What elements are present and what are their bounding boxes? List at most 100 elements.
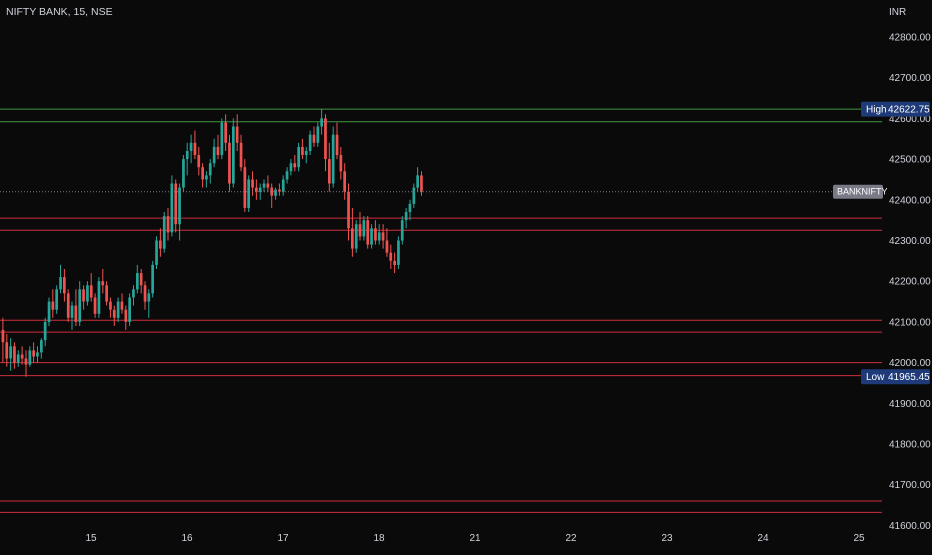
candle — [13, 342, 16, 369]
time-tick-label: 16 — [181, 533, 193, 544]
currency-label: INR — [889, 7, 906, 18]
candle — [151, 260, 154, 298]
candle — [55, 285, 58, 314]
candle-body — [43, 321, 47, 341]
candle — [354, 220, 358, 253]
candle — [178, 183, 181, 241]
candle-body — [285, 171, 289, 180]
candles-layer — [1, 109, 423, 377]
candle-body — [381, 232, 385, 241]
price-tick-label: 42400.00 — [889, 195, 931, 206]
candle — [174, 179, 178, 233]
candle-body — [155, 240, 158, 265]
candle — [220, 118, 224, 160]
price-tick-label: 42500.00 — [889, 155, 931, 166]
candle — [66, 289, 70, 322]
price-tick-label: 41600.00 — [889, 521, 931, 532]
candle — [293, 155, 297, 172]
candle — [366, 216, 370, 249]
candle — [377, 224, 381, 245]
candle — [193, 130, 197, 160]
candle-body — [63, 277, 66, 294]
candle-body — [243, 167, 247, 208]
symbol-title[interactable]: NIFTY BANK, 15, NSE — [6, 6, 113, 18]
candle-body — [105, 285, 108, 302]
candle — [304, 146, 308, 164]
price-tick-label: 41700.00 — [889, 480, 931, 491]
candle-body — [28, 350, 32, 365]
candle — [36, 346, 39, 363]
candle — [289, 159, 293, 176]
candle — [274, 187, 277, 200]
candle-body — [97, 281, 101, 314]
candle — [270, 183, 274, 208]
candle-body — [82, 289, 85, 302]
candle-body — [136, 273, 139, 290]
candle-body — [5, 342, 9, 359]
candle — [182, 155, 185, 192]
candle — [324, 114, 327, 172]
candle-body — [335, 134, 339, 155]
candle-body — [128, 297, 131, 322]
candle — [335, 122, 339, 160]
time-tick-label: 24 — [757, 533, 769, 544]
candle-body — [47, 301, 51, 322]
candle-body — [274, 189, 277, 196]
candle — [285, 167, 289, 184]
candle — [266, 175, 270, 192]
candle — [105, 281, 108, 306]
price-axis[interactable]: 42800.00 42700.00 42600.00 42500.00 42400.00… — [889, 33, 931, 532]
candle-body — [412, 187, 416, 204]
candle — [320, 109, 323, 135]
ticker-badge-label: BANKNIFTY — [837, 187, 888, 197]
candle — [139, 269, 143, 294]
candle-body — [354, 224, 358, 249]
candle-body — [320, 118, 323, 127]
candle-body — [139, 273, 143, 286]
candle — [239, 134, 243, 172]
candle — [101, 269, 105, 294]
candle — [112, 305, 116, 326]
candle-body — [232, 126, 235, 184]
candle-body — [120, 301, 124, 310]
price-tick-label: 42100.00 — [889, 317, 931, 328]
candle-body — [404, 212, 408, 221]
candle — [16, 350, 20, 367]
candle-body — [266, 183, 270, 188]
candle — [297, 142, 300, 172]
time-axis[interactable]: 15 16 17 18 21 22 23 24 25 — [85, 533, 865, 544]
candle — [120, 293, 124, 314]
candle-body — [9, 346, 12, 359]
candle-body — [362, 220, 366, 237]
candle-body — [93, 297, 97, 314]
candle-body — [162, 216, 166, 249]
candle-body — [89, 285, 93, 298]
candle — [43, 317, 47, 347]
candle-body — [185, 151, 189, 160]
candle — [136, 264, 139, 294]
candle — [328, 142, 331, 192]
candle-body — [51, 301, 55, 310]
candle-body — [312, 134, 316, 143]
candle — [308, 130, 312, 155]
candle-body — [170, 183, 174, 233]
candle-body — [228, 142, 231, 184]
candle-body — [304, 151, 308, 156]
candle-body — [55, 289, 58, 310]
candle — [281, 175, 285, 196]
candle-body — [24, 358, 28, 365]
candle — [132, 285, 135, 306]
candle — [74, 289, 78, 326]
time-tick-label: 21 — [469, 533, 481, 544]
high-badge: High 42622.75 — [861, 101, 930, 117]
candle-body — [59, 277, 62, 290]
candle — [235, 114, 239, 151]
candle-body — [32, 350, 35, 357]
candle-body — [189, 142, 193, 151]
candle-body — [147, 293, 151, 302]
candle — [362, 216, 366, 241]
candle-body — [301, 146, 304, 155]
